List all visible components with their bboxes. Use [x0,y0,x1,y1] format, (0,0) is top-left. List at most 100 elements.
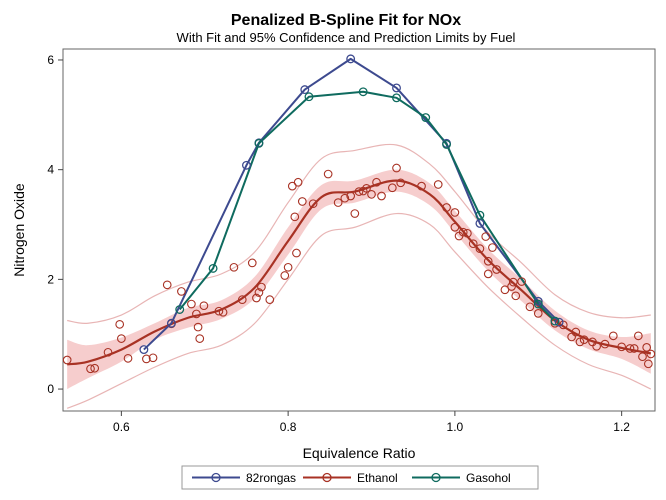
ethanol-point [257,282,266,292]
ethanol-point [199,301,209,311]
ethanol-point [229,262,239,272]
ethanol-point [247,258,257,268]
ethanol-prediction-upper [67,143,651,325]
ethanol-point [396,178,406,188]
82rongas-point [300,85,310,95]
ethanol-point [192,309,201,319]
gasohol-point [304,92,314,102]
plot-frame [62,48,656,412]
ethanol-point [350,209,360,218]
legend-entry-82rongas: 82rongas [192,471,296,485]
gasohol-point [442,139,451,149]
ethanol-point [362,183,371,193]
82rongas-point [166,318,176,328]
ethanol-point [463,228,472,238]
82rongas-point [475,218,485,228]
x-tick-label: 1.0 [447,420,464,434]
ethanol-point [187,299,196,309]
y-tick-label: 2 [47,272,54,286]
ethanol-point [372,177,381,187]
ethanol-point [292,248,301,258]
ethanol-point [442,203,451,212]
x-tick-label: 0.8 [280,420,297,434]
legend-label-82rongas: 82rongas [246,471,296,485]
82rongas-point [533,296,543,306]
ethanol-point [392,163,401,173]
82rongas-point [346,54,356,64]
ethanol-point [323,169,333,179]
gasohol-point [392,93,401,103]
y-tick-label: 4 [47,163,54,177]
ethanol-point [633,331,643,341]
ethanol-point [625,344,635,353]
gasohol-point [475,210,485,220]
ethanol-point [297,197,307,206]
gasohol-point [208,263,218,273]
ethanol-point [103,347,113,357]
ethanol-point [290,212,300,222]
ethanol-point [340,193,350,203]
y-tick-label: 6 [47,53,54,67]
legend-marker-gasohol [431,472,441,483]
ethanol-point [475,244,485,253]
ethanol-point [142,354,151,364]
ethanol-point [571,327,581,337]
ethanol-point [600,339,610,349]
ethanol-point [417,181,426,191]
82rongas-point [241,160,251,170]
ethanol-point [237,295,247,305]
ethanol-point [280,271,290,280]
ethanol-point [488,243,497,252]
gasohol-point [533,299,543,309]
ethanol-point [533,309,543,318]
ethanol-point [367,189,376,199]
ethanol-point [508,277,518,287]
ethanol-point [492,265,501,274]
x-tick-label: 0.6 [113,420,130,434]
ethanol-point [254,288,264,297]
legend-label-gasohol: Gasohol [466,471,511,485]
ethanol-point [483,256,493,266]
ethanol-point [507,282,516,291]
ethanol-point [333,198,343,207]
legend-marker-ethanol [322,472,332,483]
legend-entry-ethanol: Ethanol [303,471,398,485]
ethanol-point [90,363,100,373]
82rongas-point [139,345,149,355]
gasohol-point [550,316,560,326]
ethanol-point [433,180,443,189]
ethanol-point [283,262,293,272]
legend-frame [181,465,539,490]
ethanol-point [115,319,125,329]
y-axis: 0 2 4 6 [47,53,63,396]
ethanol-point [450,208,460,217]
series-markers-layer [62,54,656,374]
gasohol-point [358,87,368,97]
ethanol-point [483,269,493,279]
ethanol-point [575,337,585,347]
gasohol-point [175,305,185,314]
ethanol-point [193,322,203,332]
ethanol-point [162,280,172,290]
x-axis: 0.6 0.8 1.0 1.2 [113,411,630,434]
ethanol-point [346,191,356,201]
ethanol-point [377,191,386,201]
82rongas-point [392,83,401,93]
ethanol-point [579,335,589,345]
ethanol-point [195,334,205,343]
ethanol-point [643,359,653,369]
chart-subtitle: With Fit and 95% Confidence and Predicti… [177,30,516,45]
ethanol-point [177,287,186,296]
ethanol-point [481,232,491,241]
gasohol-point [421,113,431,123]
ethanol-point [354,187,364,196]
ethanol-point [265,295,275,305]
prediction-limits-layer [66,143,652,409]
ethanol-point [500,285,510,295]
ethanol-point [617,342,626,352]
plot-area [62,48,656,412]
ethanol-point [517,277,526,286]
legend-entry-gasohol: Gasohol [412,471,511,485]
ethanol-point [592,341,601,351]
